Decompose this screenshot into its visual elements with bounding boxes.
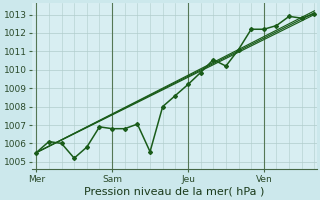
X-axis label: Pression niveau de la mer( hPa ): Pression niveau de la mer( hPa ) (84, 187, 264, 197)
